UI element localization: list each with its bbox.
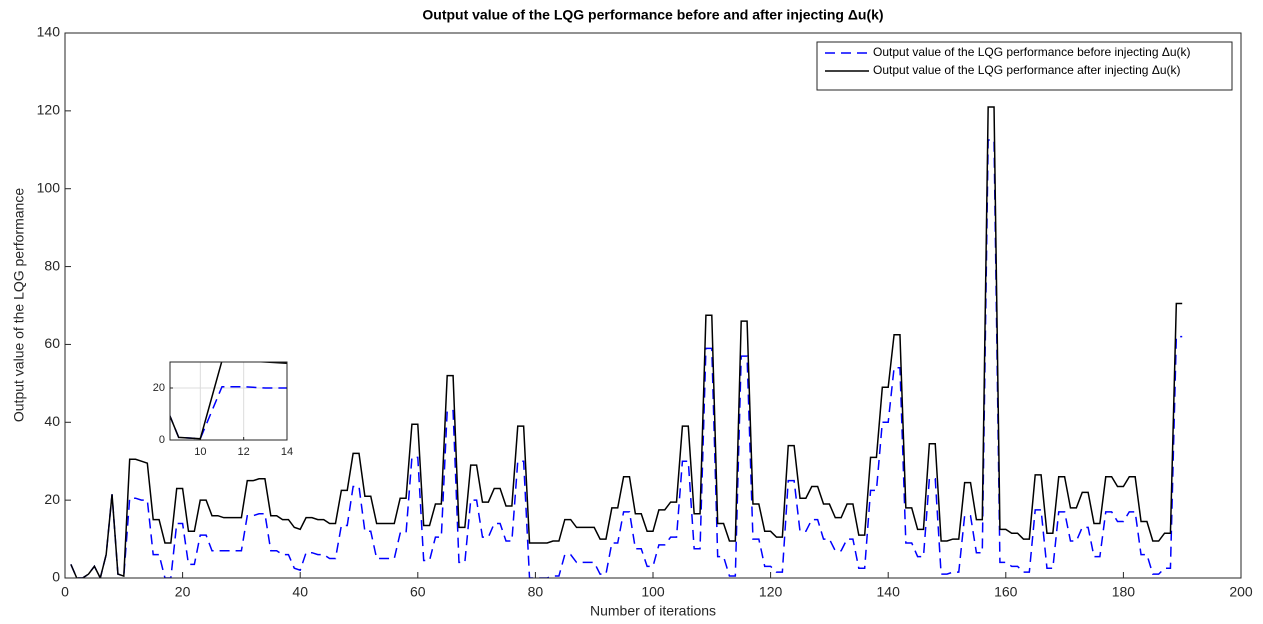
series-line xyxy=(70,106,1183,578)
plot-area xyxy=(170,362,287,440)
series-line xyxy=(170,385,287,440)
y-tick-label: 80 xyxy=(44,257,60,273)
y-tick-label: 20 xyxy=(44,491,60,507)
legend-label: Output value of the LQG performance afte… xyxy=(873,63,1181,77)
x-tick-label: 80 xyxy=(528,584,544,600)
legend-box xyxy=(816,41,1233,91)
x-tick-label: 60 xyxy=(410,584,426,600)
legend-label: Output value of the LQG performance befo… xyxy=(873,45,1191,59)
y-tick-label: 120 xyxy=(37,102,61,118)
axes-box xyxy=(64,32,1242,579)
y-axis-label: Output value of the LQG performance xyxy=(11,188,27,422)
plot-area xyxy=(65,33,1241,578)
x-tick-label: 140 xyxy=(877,584,901,600)
series-group xyxy=(70,106,1183,578)
x-tick-label: 200 xyxy=(1229,584,1253,600)
inset-box xyxy=(169,361,288,441)
x-axis-label: Number of iterations xyxy=(590,603,716,619)
y-tick-label: 60 xyxy=(44,335,60,351)
y-tick-label: 0 xyxy=(52,569,60,585)
y-tick-label: 140 xyxy=(37,24,61,40)
x-tick-label: 120 xyxy=(759,584,783,600)
x-tick-label: 20 xyxy=(175,584,191,600)
x-tick-label: 100 xyxy=(641,584,665,600)
chart-title: Output value of the LQG performance befo… xyxy=(422,7,883,23)
x-tick-label: 14 xyxy=(281,446,293,458)
x-tick-label: 160 xyxy=(994,584,1018,600)
x-tick-label: 180 xyxy=(1112,584,1136,600)
x-tick-label: 12 xyxy=(238,446,250,458)
x-tick-label: 40 xyxy=(292,584,308,600)
y-tick-label: 20 xyxy=(153,382,165,394)
y-tick-label: 100 xyxy=(37,179,61,195)
series-line xyxy=(170,362,287,440)
x-tick-label: 0 xyxy=(61,584,69,600)
series-group xyxy=(170,362,287,440)
y-tick-label: 40 xyxy=(44,413,60,429)
x-tick-label: 10 xyxy=(194,446,206,458)
y-tick-label: 0 xyxy=(159,434,165,446)
